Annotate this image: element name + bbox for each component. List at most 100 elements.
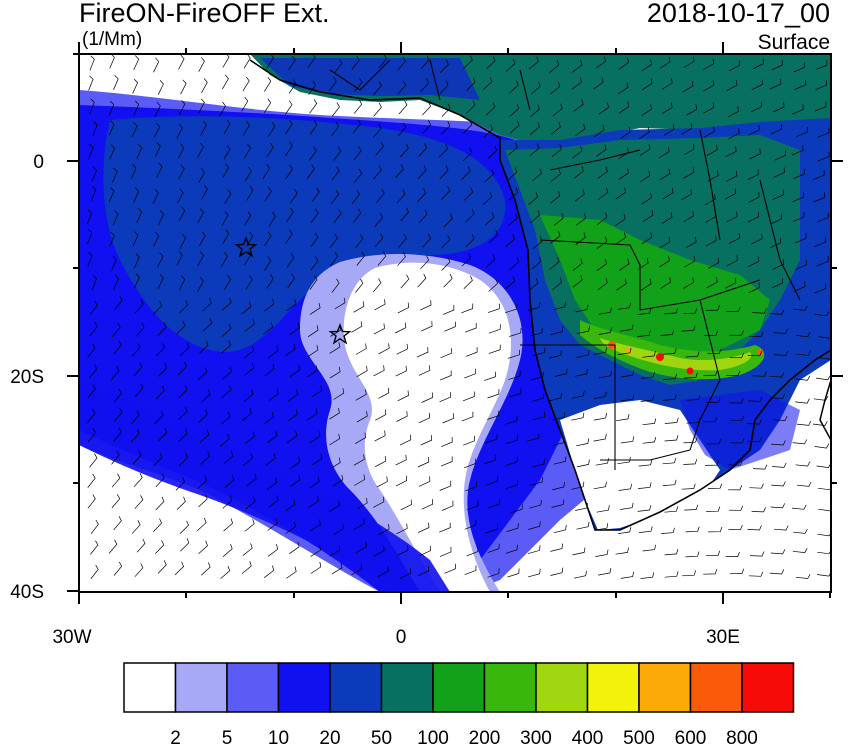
wind-barb [550,567,564,576]
wind-barb [708,526,723,533]
wind-barb [134,273,140,289]
wind-barb [531,393,545,402]
axis-ticks [67,42,843,604]
wind-barb [769,372,785,378]
wind-barb [618,483,633,491]
wind-barb [749,148,761,160]
wind-barb [130,428,140,443]
lat-label: 0 [33,152,44,173]
wind-barb [461,303,474,314]
wind-barb [246,473,257,487]
wind-barb [88,143,94,159]
wind-barb [813,395,829,401]
wind-barb [176,251,183,266]
wind-barb [309,99,318,114]
wind-barb [133,362,143,377]
wind-barb [400,274,410,289]
wind-barb [464,520,477,530]
wind-barb [487,303,500,313]
wind-barb [221,74,229,90]
wind-barb [751,233,763,245]
wind-barb [356,251,365,266]
wind-barb [815,60,828,70]
wind-barb [394,322,407,334]
wind-barb [311,385,323,398]
wind-barb [706,144,718,156]
wind-barb [639,144,651,156]
wind-barb [331,189,340,204]
wind-barb [728,60,741,72]
wind-barb [641,232,653,245]
wind-barb [374,212,384,227]
wind-barb [152,189,159,204]
wind-barb [441,500,454,511]
wind-barb [132,450,142,465]
wind-barb [420,435,433,446]
wind-barb [620,394,635,402]
wind-barb [662,479,677,486]
wind-barb [113,407,123,422]
wind-barb [422,101,432,116]
wind-barb [528,521,541,530]
wind-barb [219,101,226,117]
wind-barb [131,342,141,357]
wind-barb [553,213,564,226]
wind-barb [289,474,301,487]
wind-barb [397,56,406,71]
wind-barb [220,411,231,425]
wind-barb [221,384,232,398]
wind-barb [706,397,721,403]
wind-barb [728,460,743,466]
wind-barb [89,322,98,337]
wind-barb [399,434,412,446]
wind-barb [130,410,140,425]
wind-barb [243,54,251,69]
wind-barb [812,170,825,181]
wind-barb [796,126,808,138]
wind-barb [771,481,786,487]
wind-barb [267,518,278,531]
wind-barb [309,120,318,135]
wind-barb [463,275,473,290]
wind-barb [550,326,564,335]
wind-barb [747,256,759,268]
wind-barb [466,100,476,114]
wind-barb [420,55,430,69]
wind-barb [813,192,826,203]
wind-barb [793,281,806,292]
colorbar-label: 300 [520,728,552,747]
wind-barb [197,208,205,224]
wind-barb [642,351,656,358]
wind-barb [598,102,610,115]
colorbar-label: 500 [623,728,655,747]
station-star-marker [328,323,352,345]
wind-barb [794,233,807,244]
wind-barb [771,278,783,289]
wind-barb [595,549,609,557]
wind-barb [400,499,412,511]
wind-barb [620,370,635,378]
wind-barb [571,77,583,90]
wind-barb [114,295,123,310]
wind-barb [422,120,432,134]
wind-barb [309,476,320,489]
wind-barb [202,298,212,312]
lon-label: 0 [396,627,407,648]
wind-barb [527,432,540,442]
wind-barb [707,483,723,489]
fire-hotspot [757,349,763,355]
wind-barb [356,365,368,378]
wind-barb [201,78,208,93]
wind-barb [683,372,698,379]
wind-barb [156,162,163,178]
wind-barb [246,231,254,247]
wind-barb [111,473,121,488]
wind-barb [637,505,652,512]
wind-barb [439,546,452,557]
wind-barb [285,229,293,244]
wind-barb [466,77,476,91]
wind-barb [109,54,115,69]
wind-barb [266,274,274,289]
wind-barb [532,236,543,250]
fire-hotspot [656,353,664,361]
